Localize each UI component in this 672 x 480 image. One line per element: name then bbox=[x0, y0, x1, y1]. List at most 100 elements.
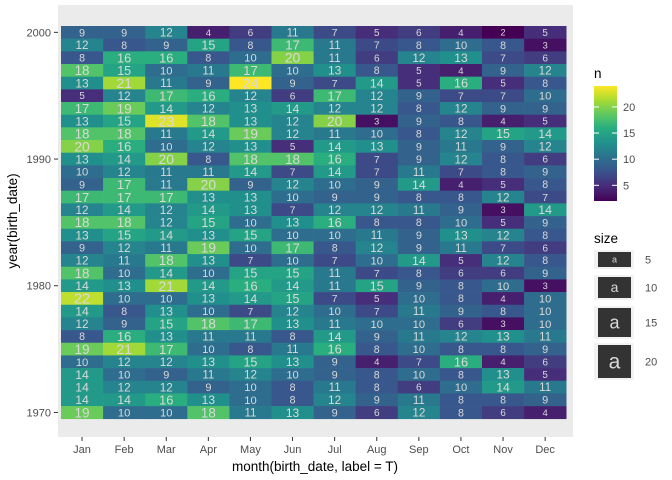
cell-label: 14 bbox=[370, 76, 384, 90]
heatmap-cell bbox=[524, 304, 567, 318]
heatmap-cell bbox=[524, 127, 567, 141]
heatmap-cell bbox=[524, 102, 567, 115]
heatmap-cell bbox=[482, 330, 525, 344]
heatmap-cell bbox=[439, 266, 483, 280]
heatmap-cell bbox=[187, 26, 230, 39]
heatmap-cell bbox=[271, 393, 314, 407]
heatmap-cell bbox=[439, 330, 483, 344]
heatmap-cell bbox=[313, 254, 356, 268]
cell-label: 20 bbox=[201, 176, 217, 192]
heatmap-cell bbox=[229, 380, 272, 394]
cell-label: 9 bbox=[121, 319, 127, 331]
heatmap-cell bbox=[524, 393, 567, 407]
heatmap-cell bbox=[229, 76, 272, 90]
cell-label: 3 bbox=[374, 116, 379, 126]
cell-label: 8 bbox=[500, 306, 506, 318]
heatmap-cell bbox=[187, 165, 230, 179]
cell-label: 5 bbox=[500, 79, 506, 90]
cell-label: 11 bbox=[413, 167, 425, 179]
heatmap-cell bbox=[524, 380, 567, 394]
heatmap-cell bbox=[439, 406, 483, 420]
cell-label: 9 bbox=[290, 78, 296, 90]
heatmap-cell bbox=[439, 393, 483, 407]
heatmap-cell bbox=[145, 406, 188, 420]
cell-label: 19 bbox=[243, 127, 258, 142]
x-tick-label: Nov bbox=[493, 444, 513, 456]
cell-label: 5 bbox=[290, 142, 296, 153]
cell-label: 4 bbox=[458, 28, 463, 39]
cell-label: 6 bbox=[416, 28, 422, 39]
heatmap-cell bbox=[397, 342, 441, 356]
cell-label: 9 bbox=[374, 331, 380, 343]
cell-label: 10 bbox=[76, 357, 88, 369]
cell-label: 6 bbox=[500, 269, 506, 280]
y-tick-label: 2000 bbox=[27, 27, 51, 39]
heatmap-cell bbox=[355, 355, 399, 369]
heatmap-cell bbox=[229, 254, 272, 268]
heatmap-cell bbox=[524, 190, 567, 204]
heatmap-cell bbox=[229, 165, 272, 179]
cell-label: 11 bbox=[202, 167, 214, 179]
cell-label: 13 bbox=[75, 114, 89, 128]
heatmap-cell bbox=[439, 203, 483, 217]
heatmap-cell bbox=[313, 330, 356, 344]
heatmap-cell bbox=[229, 178, 272, 192]
heatmap-cell bbox=[61, 380, 104, 394]
cell-label: 16 bbox=[454, 76, 468, 91]
cell-label: 19 bbox=[201, 241, 216, 256]
heatmap-cell bbox=[103, 380, 146, 394]
heatmap-cell bbox=[145, 178, 188, 192]
cell-label: 10 bbox=[118, 293, 130, 305]
cell-label: 8 bbox=[458, 281, 464, 293]
cell-label: 9 bbox=[416, 243, 422, 255]
heatmap-cell bbox=[103, 76, 146, 90]
cell-label: 18 bbox=[75, 215, 90, 230]
size-legend-key bbox=[598, 252, 631, 267]
cell-label: 19 bbox=[74, 405, 89, 420]
cell-label: 10 bbox=[286, 369, 298, 381]
heatmap-cell bbox=[355, 368, 399, 382]
heatmap-cell bbox=[187, 393, 230, 407]
heatmap-cell bbox=[103, 241, 146, 255]
heatmap-cell bbox=[482, 216, 525, 230]
heatmap-cell bbox=[313, 114, 356, 128]
heatmap-cell bbox=[482, 76, 525, 90]
cell-label: 2 bbox=[501, 28, 506, 38]
size-legend-label: 5 bbox=[645, 255, 651, 267]
cell-label: 17 bbox=[285, 240, 300, 255]
cell-label: 17 bbox=[75, 101, 90, 116]
cell-label: 19 bbox=[117, 101, 132, 116]
cell-label: 12 bbox=[286, 305, 299, 318]
heatmap-cell bbox=[439, 114, 483, 128]
cell-label: 13 bbox=[286, 216, 300, 230]
cell-label: 20 bbox=[327, 113, 343, 129]
y-tick-label: 1990 bbox=[27, 154, 51, 166]
cell-label: 9 bbox=[121, 27, 127, 39]
cell-label: 12 bbox=[370, 204, 383, 217]
heatmap-cell bbox=[229, 292, 272, 306]
heatmap-cell bbox=[313, 178, 356, 192]
heatmap-cell bbox=[482, 241, 525, 255]
heatmap-cell bbox=[145, 76, 188, 90]
cell-label: 13 bbox=[286, 406, 300, 420]
cell-label: 7 bbox=[458, 91, 464, 102]
heatmap-cell bbox=[313, 140, 356, 153]
cell-label: 3 bbox=[500, 319, 505, 329]
heatmap-cell bbox=[524, 38, 567, 52]
heatmap-cell bbox=[313, 406, 356, 420]
cell-label: 12 bbox=[76, 255, 89, 268]
cell-label: 8 bbox=[416, 192, 422, 204]
cell-label: 13 bbox=[202, 393, 216, 407]
cell-label: 20 bbox=[74, 138, 90, 154]
heatmap-cell bbox=[145, 228, 188, 242]
heatmap-cell bbox=[355, 165, 399, 179]
cell-label: 15 bbox=[159, 317, 173, 331]
cell-label: 11 bbox=[329, 40, 341, 52]
heatmap-cell bbox=[313, 216, 356, 230]
cell-label: 10 bbox=[118, 369, 130, 381]
heatmap-cell bbox=[103, 228, 146, 242]
cell-label: 13 bbox=[160, 330, 174, 344]
heatmap-cell bbox=[524, 406, 567, 420]
heatmap-cell bbox=[355, 317, 399, 331]
y-axis-title: year(birth_date) bbox=[5, 173, 20, 268]
